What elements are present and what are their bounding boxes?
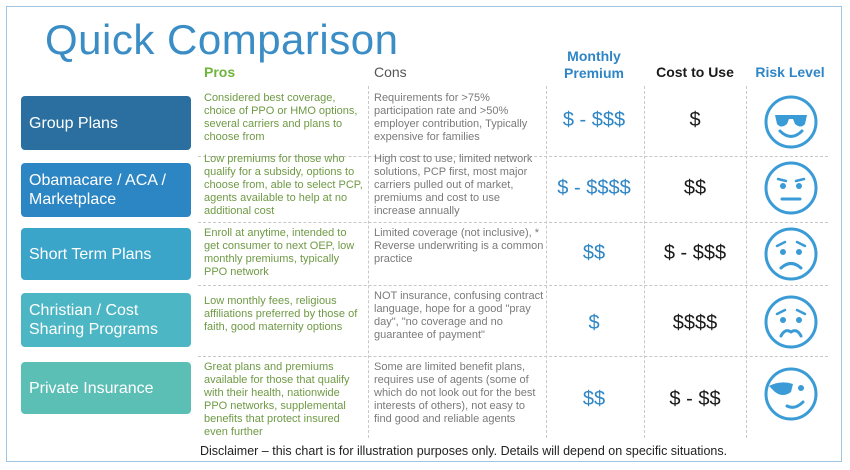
premium-cell: $ - $$$ [562,109,626,131]
column-divider [368,86,369,438]
cost-cell: $ - $$$ [663,242,727,264]
column-divider [644,86,645,438]
plan-label: Christian / Cost Sharing Programs [29,302,158,338]
header-risk-level: Risk Level [755,64,825,80]
column-divider [746,86,747,438]
plan-label: Group Plans [29,114,118,132]
premium-cell: $ - $$$$ [557,177,631,199]
plan-christian-cost-sharing[interactable]: Christian / Cost Sharing Programs [21,293,191,347]
header-pros: Pros [204,64,236,80]
cost-cell: $$ [683,177,707,199]
cost-cell: $$$$ [672,312,718,334]
header-cons: Cons [374,64,407,80]
header-monthly-premium: Monthly Premium [564,48,624,81]
neutral-face-icon [764,161,818,215]
row-divider [198,285,828,286]
premium-cell: $ [588,312,600,334]
worried-face-icon [764,295,818,349]
disclaimer: Disclaimer – this chart is for illustrat… [200,444,728,458]
pros-cell: Low premiums for those who qualify for a… [204,153,363,217]
cons-cell: Some are limited benefit plans, requires… [374,361,536,425]
plan-label: Short Term Plans [29,245,152,263]
pros-cell: Low monthly fees, religious affiliations… [204,295,358,333]
premium-cell: $$ [582,388,606,410]
cons-cell: NOT insurance, confusing contract langua… [374,290,544,341]
premium-cell: $$ [582,242,606,264]
sad-face-icon [764,227,818,281]
pros-cell: Considered best coverage, choice of PPO … [204,92,358,143]
plan-short-term-plans[interactable]: Short Term Plans [21,228,191,280]
winking-sunglasses-face-icon [764,367,818,421]
plan-label: Obamacare / ACA / Marketplace [29,172,166,208]
pros-cell: Great plans and premiums available for t… [204,361,350,438]
header-cost-to-use: Cost to Use [656,64,734,80]
plan-private-insurance[interactable]: Private Insurance [21,362,191,414]
pros-cell: Enroll at anytime, intended to get consu… [204,227,355,278]
cons-cell: Requirements for >75% participation rate… [374,92,528,143]
plan-label: Private Insurance [29,379,154,397]
row-divider [198,356,828,357]
cost-cell: $ - $$ [669,388,721,410]
page-title: Quick Comparison [45,16,399,63]
cons-cell: Limited coverage (not inclusive), * Reve… [374,227,544,265]
row-divider [198,222,828,223]
plan-obamacare-aca-marketplace[interactable]: Obamacare / ACA / Marketplace [21,163,191,217]
cool-sunglasses-face-icon [764,95,818,149]
cost-cell: $ [689,109,701,131]
plan-group-plans[interactable]: Group Plans [21,96,191,150]
column-divider [546,86,547,438]
cons-cell: High cost to use, limited network soluti… [374,153,533,217]
row-divider [198,156,828,157]
